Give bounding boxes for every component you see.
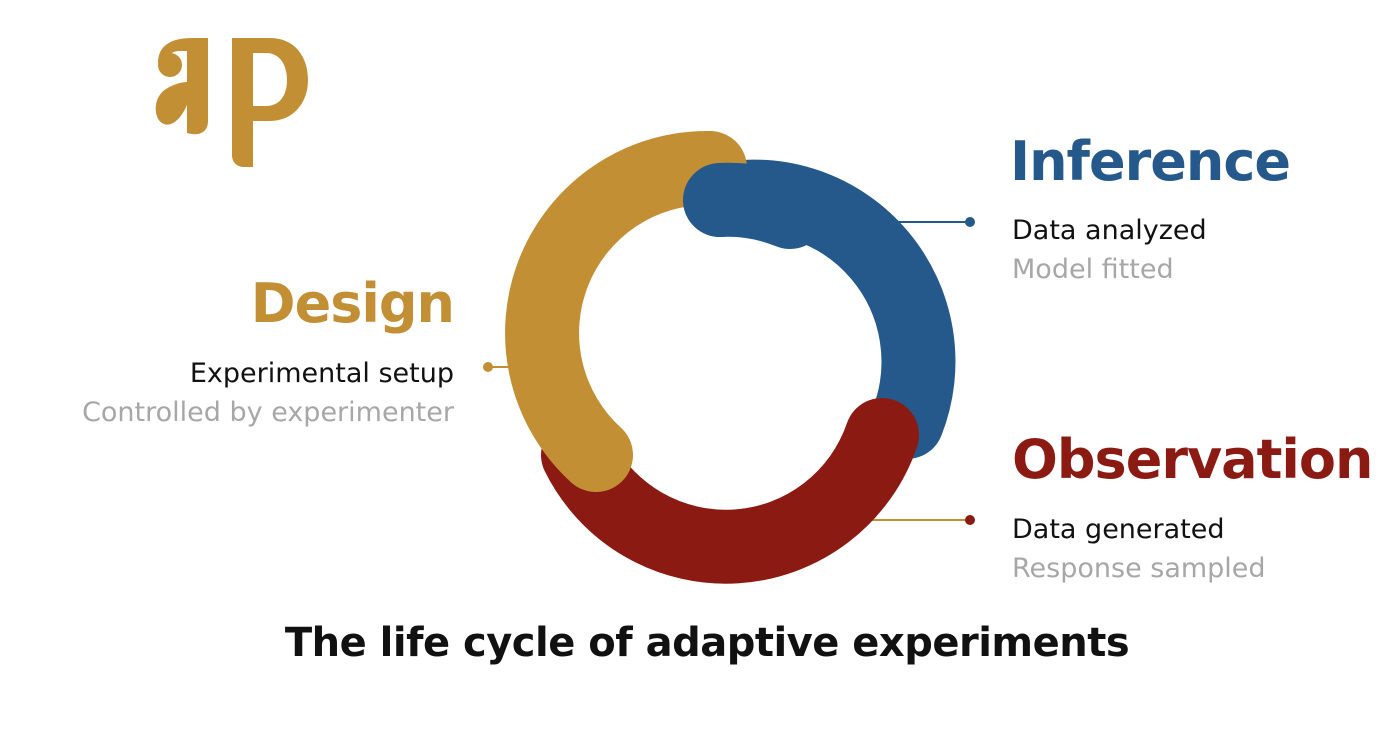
design-title: Design bbox=[250, 272, 455, 335]
inference-start-cap bbox=[683, 162, 827, 249]
inference-description: Data analyzed bbox=[1012, 215, 1207, 246]
design-subdescription: Controlled by experimenter bbox=[82, 397, 454, 428]
design-description: Experimental setup bbox=[189, 358, 454, 389]
design-segment bbox=[505, 130, 747, 492]
observation-description: Data generated bbox=[1012, 514, 1225, 545]
observation-connector bbox=[872, 515, 975, 525]
inference-subdescription: Model fitted bbox=[1012, 254, 1174, 285]
ap-logo-icon bbox=[155, 38, 308, 167]
inference-title: Inference bbox=[1010, 130, 1291, 193]
observation-title: Observation bbox=[1012, 428, 1373, 491]
diagram-caption: The life cycle of adaptive experiments bbox=[284, 620, 1130, 666]
observation-subdescription: Response sampled bbox=[1012, 553, 1266, 584]
inference-connector bbox=[890, 217, 975, 227]
observation-segment bbox=[541, 398, 919, 584]
